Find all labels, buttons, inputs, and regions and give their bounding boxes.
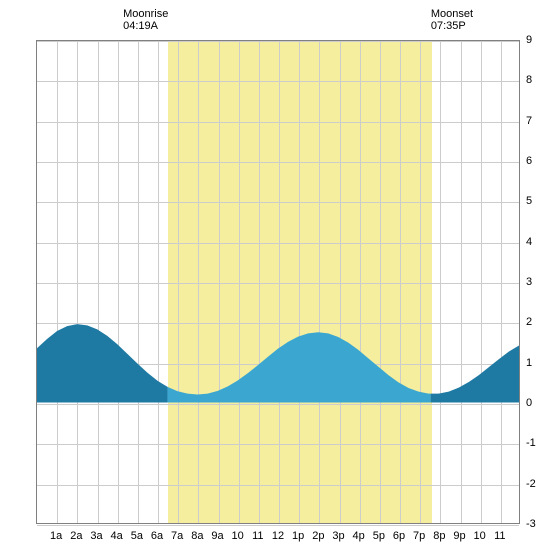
moonrise-time: 04:19A: [123, 20, 168, 32]
y-tick-label: -3: [526, 518, 536, 530]
x-tick-label: 6a: [147, 530, 167, 542]
x-tick-label: 12: [268, 530, 288, 542]
moonset-time: 07:35P: [431, 20, 473, 32]
x-tick-label: 10: [470, 530, 490, 542]
x-tick-label: 7p: [409, 530, 429, 542]
x-tick-label: 6p: [389, 530, 409, 542]
x-tick-label: 1p: [288, 530, 308, 542]
moonset-label: Moonset: [431, 8, 473, 20]
gridline-h: [37, 525, 519, 526]
y-tick-label: 5: [526, 195, 532, 207]
plot-area: [36, 40, 520, 524]
x-tick-label: 11: [490, 530, 510, 542]
x-tick-label: 7a: [167, 530, 187, 542]
moonrise-annotation: Moonrise 04:19A: [123, 8, 168, 32]
tide-segment: [168, 332, 431, 402]
x-tick-label: 5a: [127, 530, 147, 542]
y-tick-label: -2: [526, 478, 536, 490]
y-tick-label: 7: [526, 115, 532, 127]
tide-chart: Moonrise 04:19A Moonset 07:35P -3-2-1012…: [0, 0, 550, 550]
x-tick-label: 1a: [46, 530, 66, 542]
tide-segment: [37, 324, 168, 402]
x-tick-label: 8p: [429, 530, 449, 542]
moonrise-label: Moonrise: [123, 8, 168, 20]
x-tick-label: 9a: [208, 530, 228, 542]
x-tick-label: 5p: [369, 530, 389, 542]
x-tick-label: 11: [248, 530, 268, 542]
x-tick-label: 9p: [450, 530, 470, 542]
tide-segment: [431, 345, 519, 402]
y-tick-label: 2: [526, 316, 532, 328]
y-tick-label: 4: [526, 236, 532, 248]
y-tick-label: 3: [526, 276, 532, 288]
x-tick-label: 2p: [308, 530, 328, 542]
x-tick-label: 8a: [187, 530, 207, 542]
x-tick-label: 2a: [66, 530, 86, 542]
y-tick-label: 8: [526, 74, 532, 86]
tide-area: [37, 41, 519, 523]
y-tick-label: 1: [526, 357, 532, 369]
x-tick-label: 3p: [329, 530, 349, 542]
y-tick-label: -1: [526, 437, 536, 449]
x-tick-label: 4a: [107, 530, 127, 542]
y-tick-label: 6: [526, 155, 532, 167]
moonset-annotation: Moonset 07:35P: [431, 8, 473, 32]
y-tick-label: 0: [526, 397, 532, 409]
y-tick-label: 9: [526, 34, 532, 46]
x-tick-label: 10: [228, 530, 248, 542]
x-tick-label: 4p: [349, 530, 369, 542]
x-tick-label: 3a: [87, 530, 107, 542]
